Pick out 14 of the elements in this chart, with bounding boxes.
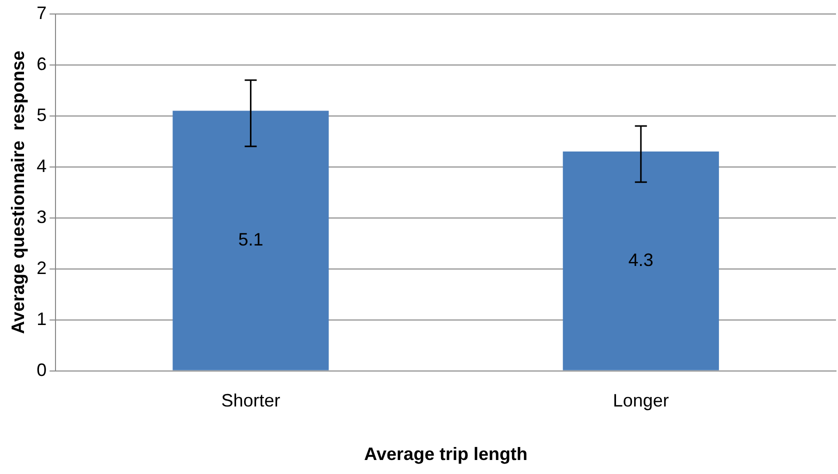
data-label: 5.1 xyxy=(238,229,264,250)
x-tick-label: Shorter xyxy=(221,390,280,411)
x-tick-label: Longer xyxy=(612,390,669,411)
y-tick-label: 0 xyxy=(36,360,47,380)
y-tick-label: 5 xyxy=(36,104,47,125)
y-tick-label: 7 xyxy=(36,2,47,23)
data-label: 4.3 xyxy=(628,250,654,270)
y-tick-label: 6 xyxy=(36,54,47,74)
y-tick-label: 4 xyxy=(36,156,47,176)
y-tick-label: 1 xyxy=(36,308,47,329)
y-axis-title: Average questionnaire response xyxy=(8,50,28,334)
y-tick-label: 2 xyxy=(36,258,47,278)
x-axis-title: Average trip length xyxy=(364,444,528,464)
y-tick-label: 3 xyxy=(36,206,47,227)
